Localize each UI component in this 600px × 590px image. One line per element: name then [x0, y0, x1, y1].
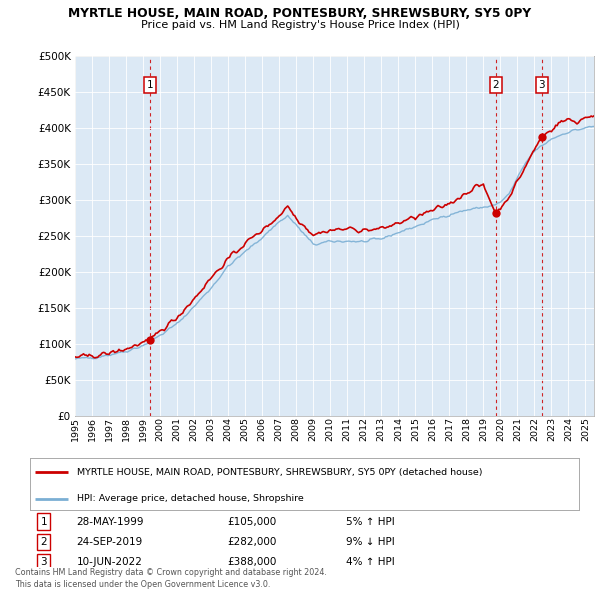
Text: 5% ↑ HPI: 5% ↑ HPI — [346, 517, 394, 527]
Text: HPI: Average price, detached house, Shropshire: HPI: Average price, detached house, Shro… — [77, 494, 304, 503]
Text: 24-SEP-2019: 24-SEP-2019 — [77, 537, 143, 547]
Text: 10-JUN-2022: 10-JUN-2022 — [77, 558, 143, 568]
Text: £282,000: £282,000 — [227, 537, 277, 547]
Text: 3: 3 — [40, 558, 47, 568]
Text: 9% ↓ HPI: 9% ↓ HPI — [346, 537, 394, 547]
Text: This data is licensed under the Open Government Licence v3.0.: This data is licensed under the Open Gov… — [15, 581, 271, 589]
Text: 1: 1 — [147, 80, 154, 90]
Text: MYRTLE HOUSE, MAIN ROAD, PONTESBURY, SHREWSBURY, SY5 0PY (detached house): MYRTLE HOUSE, MAIN ROAD, PONTESBURY, SHR… — [77, 467, 482, 477]
Text: 3: 3 — [539, 80, 545, 90]
Text: Price paid vs. HM Land Registry's House Price Index (HPI): Price paid vs. HM Land Registry's House … — [140, 20, 460, 30]
Text: 28-MAY-1999: 28-MAY-1999 — [77, 517, 144, 527]
Text: £388,000: £388,000 — [227, 558, 277, 568]
Text: £105,000: £105,000 — [227, 517, 277, 527]
Text: MYRTLE HOUSE, MAIN ROAD, PONTESBURY, SHREWSBURY, SY5 0PY: MYRTLE HOUSE, MAIN ROAD, PONTESBURY, SHR… — [68, 7, 532, 20]
Text: Contains HM Land Registry data © Crown copyright and database right 2024.: Contains HM Land Registry data © Crown c… — [15, 568, 327, 577]
Text: 1: 1 — [40, 517, 47, 527]
Text: 2: 2 — [493, 80, 499, 90]
Text: 4% ↑ HPI: 4% ↑ HPI — [346, 558, 394, 568]
Text: 2: 2 — [40, 537, 47, 547]
